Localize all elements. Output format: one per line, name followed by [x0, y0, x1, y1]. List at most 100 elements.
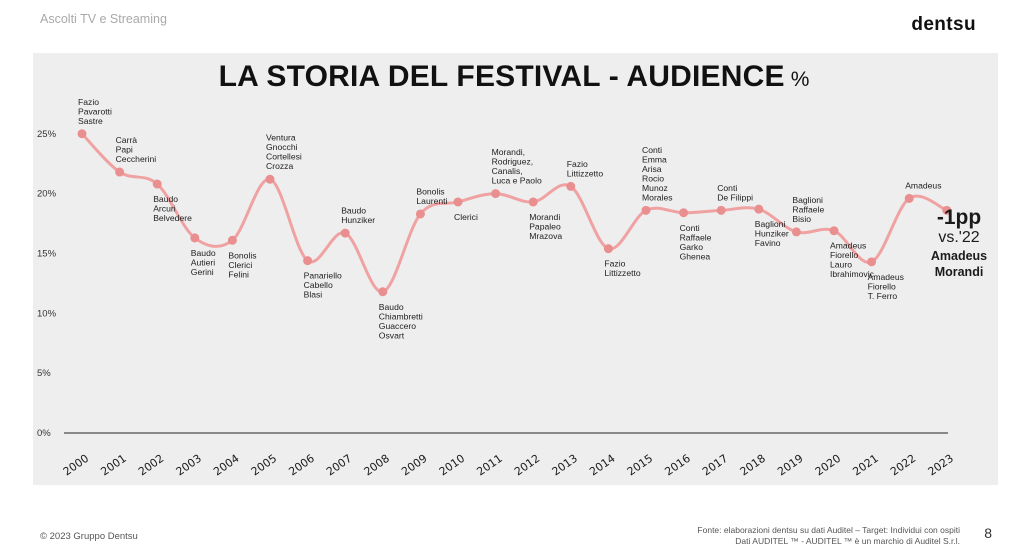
data-point: [491, 189, 501, 199]
x-tick-label: 2020: [813, 452, 843, 479]
host-annotation-line: Blasi: [304, 290, 323, 300]
data-point: [754, 204, 764, 214]
x-tick-label: 2007: [324, 452, 354, 479]
host-annotation-line: Fazio: [604, 259, 625, 269]
host-annotation-line: Carrà: [116, 135, 138, 145]
host-annotation: Baudo Autieri Gerini: [191, 248, 216, 277]
data-point: [340, 228, 350, 238]
host-annotation-line: Chiambretti: [379, 311, 423, 321]
x-tick-label: 2002: [136, 452, 166, 479]
host-annotation-line: Fazio: [567, 159, 588, 169]
summary-vs-label: vs.'22: [938, 229, 980, 246]
host-annotation: Carrà Papi Ceccherini: [116, 135, 157, 164]
host-annotation: Baudo Arcuri Belvedere: [153, 194, 192, 223]
host-annotation: Panariello Cabello Blasi: [304, 271, 342, 300]
chart-title-text: LA STORIA DEL FESTIVAL - AUDIENCE: [218, 60, 785, 93]
host-annotation-line: Gnocchi: [266, 142, 298, 152]
host-annotation-line: Morandi,: [492, 147, 525, 157]
x-tick-label: 2023: [926, 452, 956, 479]
summary-host-2: Morandi: [934, 265, 984, 279]
host-annotation-line: Pavarotti: [78, 106, 112, 116]
host-annotation-line: Littizzetto: [604, 268, 641, 278]
host-annotation: Ventura Gnocchi Cortellesi Crozza: [266, 133, 302, 172]
x-tick-label: 2012: [512, 452, 542, 479]
host-annotation-line: Ghenea: [680, 251, 711, 261]
host-annotation-line: Mrazova: [529, 231, 562, 241]
host-annotation-line: Raffaele: [792, 204, 824, 214]
host-annotation-line: Baudo: [341, 206, 366, 216]
host-annotation-line: Ceccherini: [116, 154, 157, 164]
host-annotation: Fazio Littizzetto: [567, 159, 604, 179]
data-point: [942, 205, 952, 215]
data-point: [904, 193, 914, 203]
y-tick-label: 5%: [37, 368, 51, 379]
summary-callout: -1pp vs.'22 Amadeus Morandi: [918, 206, 1000, 279]
data-point: [190, 233, 200, 243]
host-annotation-line: Osvart: [379, 330, 405, 340]
x-tick-label: 2022: [888, 452, 918, 479]
data-point: [227, 235, 237, 245]
host-annotation-line: Cabello: [304, 280, 333, 290]
host-annotation-line: Arcuri: [153, 204, 176, 214]
host-annotation-line: Morales: [642, 192, 673, 202]
host-annotation-line: Conti: [717, 183, 737, 193]
y-tick-label: 20%: [37, 189, 57, 200]
host-annotation: Baudo Hunziker: [341, 206, 375, 226]
host-annotation: Baglioni Raffaele Bisio: [792, 195, 824, 224]
host-annotation-line: Baudo: [379, 302, 404, 312]
x-tick-label: 2004: [211, 452, 241, 479]
y-tick-label: 0%: [37, 428, 51, 439]
host-annotation-line: Clerici: [454, 212, 478, 222]
host-annotation-line: Bonolis: [416, 186, 444, 196]
host-annotation-line: Favino: [755, 238, 781, 248]
data-point: [679, 208, 689, 218]
y-tick-label: 25%: [37, 129, 57, 140]
host-annotation-line: Ibrahimovic: [830, 269, 875, 279]
host-annotation-line: Sastre: [78, 116, 103, 126]
host-annotation-line: Morandi: [529, 212, 560, 222]
source-note: Fonte: elaborazioni dentsu su dati Audit…: [697, 525, 960, 546]
host-annotation: Conti Emma Arisa Rocio Munoz Morales: [642, 145, 673, 203]
chart-title: LA STORIA DEL FESTIVAL - AUDIENCE%: [0, 60, 1028, 94]
host-annotation-line: Amadeus: [830, 241, 866, 251]
x-tick-label: 2011: [474, 452, 504, 479]
brand-logo: dentsu: [911, 14, 976, 35]
host-annotation-line: Rodriguez,: [492, 157, 534, 167]
x-tick-label: 2000: [61, 452, 91, 479]
page-number: 8: [984, 525, 992, 541]
host-annotation-line: Gerini: [191, 267, 214, 277]
host-annotation-line: Felini: [228, 269, 249, 279]
host-annotation-line: Canalis,: [492, 166, 523, 176]
host-annotation-line: Amadeus: [905, 180, 941, 190]
host-annotation: Morandi, Rodriguez, Canalis, Luca e Paolo: [492, 147, 542, 186]
host-annotation-line: Papi: [116, 145, 133, 155]
host-annotation-line: Hunziker: [755, 229, 789, 239]
host-annotation: Baudo Chiambretti Guaccero Osvart: [379, 302, 423, 341]
host-annotation: Amadeus Fiorello T. Ferro: [868, 272, 904, 301]
data-point: [265, 174, 275, 184]
y-tick-label: 10%: [37, 308, 57, 319]
host-annotation: Conti De Filippi: [717, 183, 753, 203]
x-tick-label: 2010: [437, 452, 467, 479]
host-annotation: Bonolis Laurenti: [416, 186, 447, 206]
summary-change: -1pp: [936, 206, 982, 229]
data-point: [716, 205, 726, 215]
host-annotation-line: Guaccero: [379, 321, 416, 331]
host-annotation: Amadeus Fiorello Lauro Ibrahimovic: [830, 241, 875, 280]
host-annotation-line: Fazio: [78, 97, 99, 107]
source-line-1: Fonte: elaborazioni dentsu su dati Audit…: [697, 525, 960, 535]
x-tick-label: 2018: [738, 452, 768, 479]
host-annotation-line: Amadeus: [868, 272, 904, 282]
host-annotation-line: Bisio: [792, 214, 811, 224]
x-tick-label: 2017: [700, 452, 730, 479]
host-annotation-line: Conti: [680, 223, 700, 233]
chart-title-unit: %: [790, 68, 810, 91]
host-annotation-line: Conti: [642, 145, 662, 155]
host-annotation-line: Munoz: [642, 183, 668, 193]
host-annotation-line: Panariello: [304, 271, 342, 281]
host-annotation: Morandi Papaleo Mrazova: [529, 212, 562, 241]
x-tick-label: 2021: [850, 452, 880, 479]
data-point: [603, 244, 613, 254]
x-tick-label: 2009: [399, 452, 429, 479]
